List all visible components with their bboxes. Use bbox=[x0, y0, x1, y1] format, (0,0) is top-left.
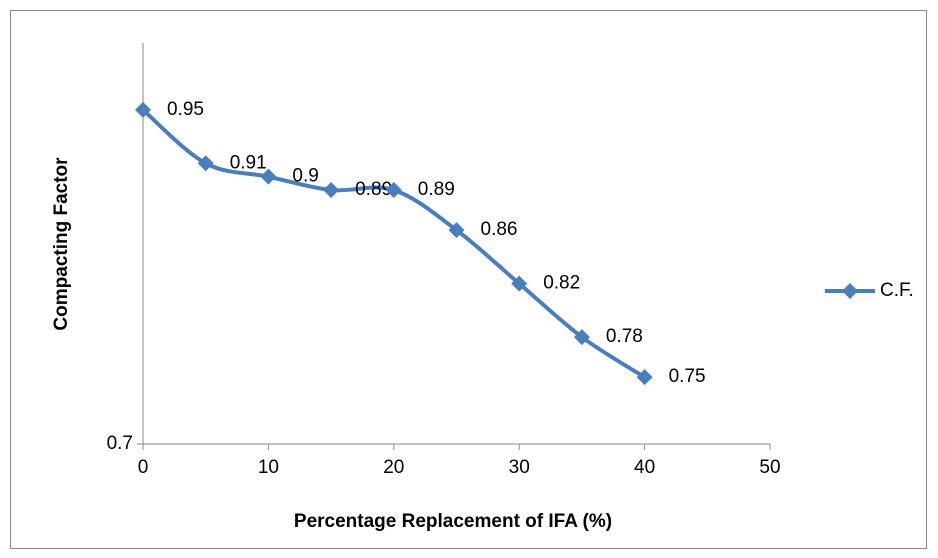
x-tick-label: 20 bbox=[383, 457, 404, 478]
data-label: 0.9 bbox=[292, 166, 318, 187]
x-tick-label: 40 bbox=[634, 457, 655, 478]
x-tick-label: 0 bbox=[138, 457, 149, 478]
legend-label: C.F. bbox=[880, 280, 914, 301]
data-point bbox=[260, 168, 277, 185]
data-label: 0.82 bbox=[543, 273, 580, 294]
data-label: 0.89 bbox=[355, 179, 392, 200]
chart-border bbox=[10, 10, 927, 549]
x-tick-label: 30 bbox=[509, 457, 530, 478]
data-label: 0.89 bbox=[418, 179, 455, 200]
data-point bbox=[448, 222, 465, 239]
data-point bbox=[573, 329, 590, 346]
data-label: 0.78 bbox=[606, 326, 643, 347]
data-point bbox=[511, 275, 528, 292]
x-axis-title: Percentage Replacement of IFA (%) bbox=[294, 511, 612, 532]
data-point bbox=[135, 101, 151, 118]
data-label: 0.75 bbox=[669, 366, 706, 387]
data-label: 0.95 bbox=[167, 99, 204, 120]
data-point bbox=[323, 182, 340, 199]
data-label: 0.91 bbox=[230, 152, 267, 173]
data-point bbox=[636, 369, 653, 386]
y-tick-label: 0.7 bbox=[107, 433, 133, 454]
data-point bbox=[385, 182, 402, 199]
x-tick-label: 50 bbox=[759, 457, 780, 478]
x-tick-label: 10 bbox=[258, 457, 279, 478]
data-label: 0.86 bbox=[481, 219, 518, 240]
data-point bbox=[197, 155, 214, 172]
legend-marker bbox=[842, 283, 858, 299]
y-axis-title: Compacting Factor bbox=[51, 157, 72, 331]
